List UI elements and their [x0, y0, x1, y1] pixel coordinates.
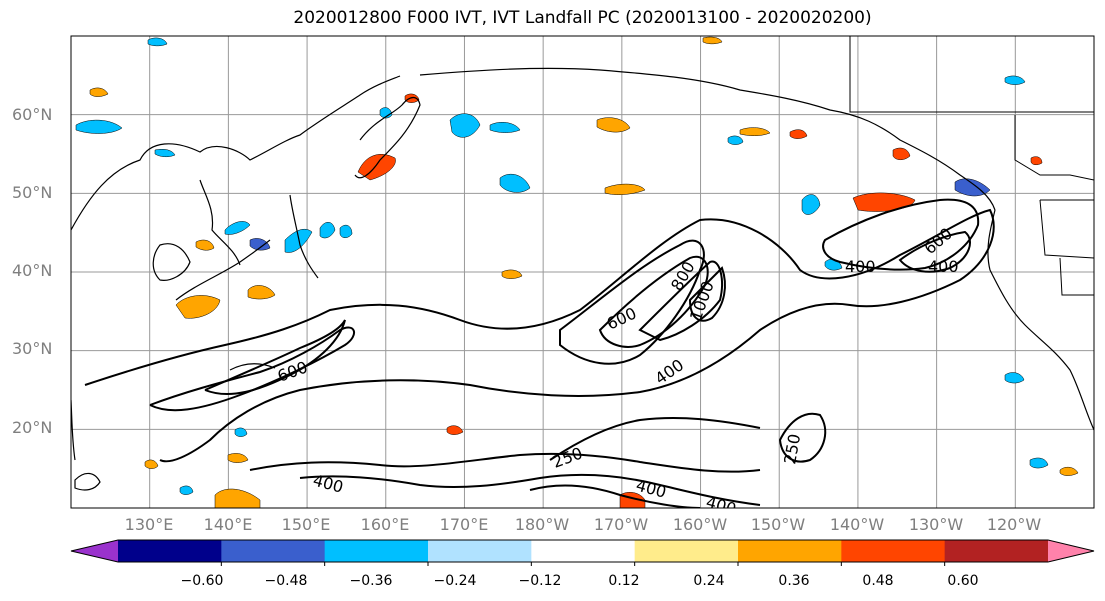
colorbar-segment: [944, 540, 1049, 562]
colorbar-outline: [70, 539, 1095, 563]
political-borders: [849, 36, 1094, 296]
colorbar-segment: [738, 540, 842, 562]
longitude-label: 170°W: [593, 515, 649, 534]
colorbar-extend-high: [1048, 540, 1094, 562]
latitude-label: 40°N: [12, 261, 53, 280]
longitude-label: 180°W: [514, 515, 570, 534]
ivt-contours: [84, 198, 995, 508]
colorbar-tick-label: −0.60: [180, 573, 224, 589]
positive-anomaly-patches: [89, 36, 1079, 508]
colorbar-segment: [324, 540, 429, 562]
colorbar-segment: [634, 540, 739, 562]
colorbar-segment: [221, 540, 326, 562]
colorbar-tick-label: −0.36: [349, 573, 393, 589]
colorbar-tick-label: −0.12: [518, 573, 562, 589]
longitude-label: 150°W: [750, 515, 806, 534]
colorbar-tick-label: −0.48: [264, 573, 308, 589]
colorbar-tick-label: −0.24: [433, 573, 477, 589]
longitude-label: 160°E: [360, 515, 410, 534]
colorbar-tick-label: 0.60: [947, 573, 979, 589]
gridlines: [71, 36, 1094, 508]
map-frame: [70, 35, 1095, 509]
colorbar-tick-label: 0.48: [862, 573, 894, 589]
latitude-label: 20°N: [12, 418, 53, 437]
colorbar-tick-label: 0.12: [608, 573, 640, 589]
negative-anomaly-patches: [75, 37, 1049, 495]
colorbar-segment: [531, 540, 636, 562]
longitude-label: 160°W: [672, 515, 728, 534]
contour-label: 400: [928, 257, 959, 276]
longitude-label: 140°W: [829, 515, 885, 534]
contour-label: 400: [845, 257, 876, 276]
colorbar: [70, 539, 1095, 566]
colorbar-segment: [841, 540, 946, 562]
longitude-label: 130°W: [908, 515, 964, 534]
map-title: 2020012800 F000 IVT, IVT Landfall PC (20…: [293, 8, 872, 28]
longitude-label: 120°W: [986, 515, 1042, 534]
map-plot-area: 1000 800 600 400 400 600 400 250 250 400…: [71, 36, 1094, 508]
colorbar-tick-label: 0.36: [778, 573, 810, 589]
latitude-label: 50°N: [12, 183, 53, 202]
colorbar-segment: [428, 540, 532, 562]
colorbar-tick-label: 0.24: [693, 573, 725, 589]
longitude-label: 130°E: [124, 515, 174, 534]
colorbar-segment: [118, 540, 222, 562]
longitude-label: 140°E: [203, 515, 253, 534]
longitude-label: 150°E: [281, 515, 331, 534]
latitude-label: 30°N: [12, 339, 53, 358]
colorbar-extend-low: [71, 540, 118, 562]
coastlines: [71, 67, 1094, 491]
latitude-label: 60°N: [12, 105, 53, 124]
longitude-label: 170°E: [439, 515, 489, 534]
